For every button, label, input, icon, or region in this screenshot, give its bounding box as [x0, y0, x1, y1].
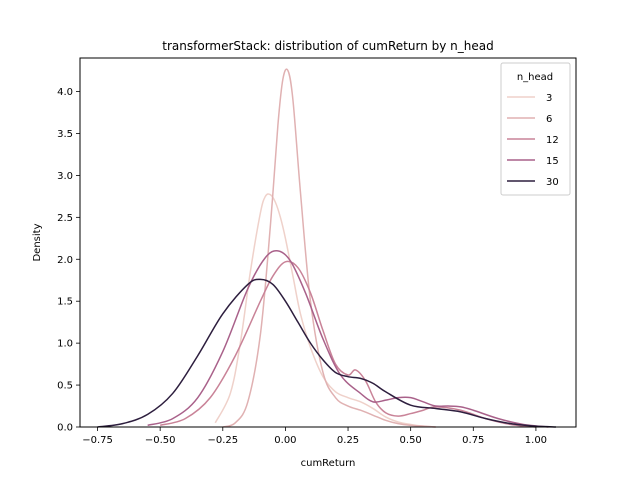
x-tick-label: 1.00	[525, 435, 547, 446]
x-axis-label: cumReturn	[301, 458, 356, 469]
legend-label-30: 30	[546, 177, 559, 188]
series-line-n-head-30	[97, 278, 556, 428]
y-tick-label: 0.5	[57, 381, 73, 392]
y-tick-label: 0.0	[57, 423, 73, 434]
x-tick-label: −0.25	[207, 435, 238, 446]
y-tick-label: 1.5	[57, 297, 73, 308]
chart-title: transformerStack: distribution of cumRet…	[162, 39, 493, 53]
x-tick-label: 0.00	[274, 435, 296, 446]
axes-frame	[79, 57, 577, 428]
legend-label-6: 6	[546, 114, 552, 125]
legend-label-3: 3	[546, 93, 552, 104]
legend-items: 3 6 12 15 30	[507, 93, 559, 188]
series-line-n-head-3	[214, 193, 436, 428]
x-tick-label: −0.50	[145, 435, 176, 446]
plot-lines	[97, 68, 556, 428]
y-tick-label: 2.5	[57, 213, 73, 224]
legend-label-12: 12	[546, 135, 559, 146]
y-tick-label: 3.5	[57, 129, 73, 140]
legend-title: n_head	[517, 72, 553, 83]
y-tick-label: 4.0	[57, 87, 73, 98]
x-tick-label: 0.75	[462, 435, 484, 446]
x-tick-label: 0.50	[400, 435, 422, 446]
x-tick-label: 0.25	[337, 435, 359, 446]
y-axis-label: Density	[32, 223, 43, 261]
series-line-n-head-6	[222, 68, 436, 428]
y-tick-label: 3.0	[57, 171, 73, 182]
legend: n_head 3 6 12 15 30	[500, 62, 571, 196]
legend-box	[500, 62, 571, 196]
legend-label-15: 15	[546, 156, 559, 167]
y-tick-label: 2.0	[57, 255, 73, 266]
y-tick-label: 1.0	[57, 339, 73, 350]
y-axis: 0.0 0.5 1.0 1.5 2.0 2.5 3.0 3.5 4.0	[57, 87, 80, 434]
x-axis: −0.75 −0.50 −0.25 0.00 0.25 0.50 0.75 1.00	[82, 427, 547, 446]
x-tick-label: −0.75	[82, 435, 113, 446]
series-line-n-head-15	[147, 250, 549, 428]
